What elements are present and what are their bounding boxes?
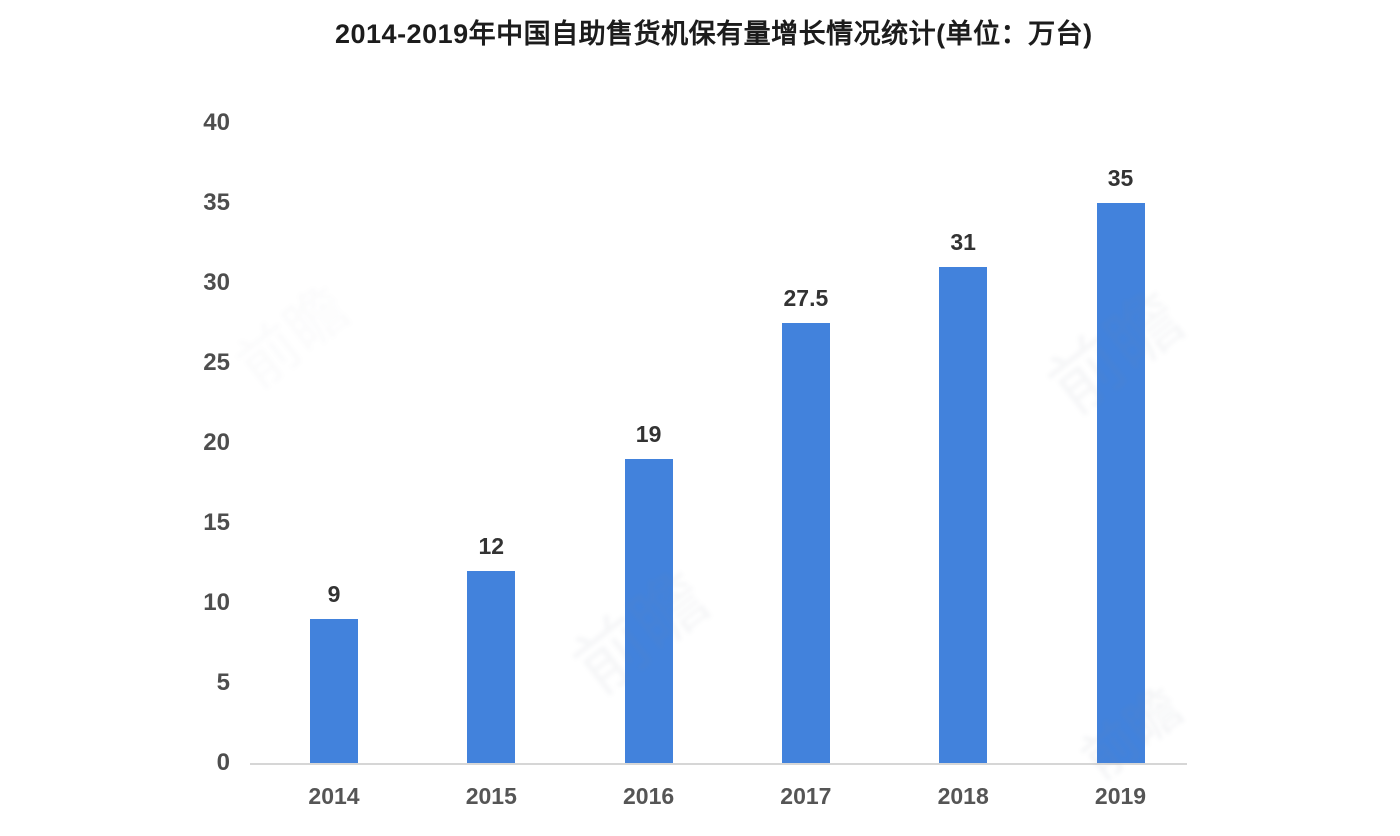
x-axis-label-2015: 2015 (465, 783, 517, 809)
y-tick-label-10: 10 (203, 589, 230, 616)
y-tick-label-40: 40 (203, 109, 230, 136)
x-axis-label-2017: 2017 (780, 783, 832, 809)
y-tick-label-20: 20 (203, 429, 230, 456)
y-tick-label-5: 5 (216, 669, 230, 696)
bar-value-label-2014: 9 (327, 581, 341, 607)
bar-2015 (467, 571, 516, 763)
chart-title: 2014-2019年中国自助售货机保有量增长情况统计(单位：万台) (335, 19, 1093, 49)
bar-2019 (1096, 203, 1145, 763)
x-axis-label-2016: 2016 (623, 783, 675, 809)
y-tick-label-15: 15 (203, 509, 230, 536)
x-axis-label-2019: 2019 (1094, 783, 1147, 809)
bar-value-label-2015: 12 (478, 533, 505, 559)
y-tick-label-25: 25 (203, 349, 230, 376)
bar-2014 (310, 619, 358, 763)
bar-2017 (781, 323, 830, 763)
bar-value-label-2019: 35 (1107, 165, 1134, 191)
bar-value-label-2017: 27.5 (783, 285, 829, 311)
bar-2016 (624, 459, 673, 763)
bar-value-label-2018: 31 (950, 229, 976, 255)
y-tick-label-35: 35 (203, 189, 230, 216)
y-tick-label-0: 0 (216, 749, 230, 776)
x-axis-line (250, 763, 1187, 765)
bar-value-label-2016: 19 (635, 421, 662, 447)
y-tick-label-30: 30 (203, 269, 230, 296)
watermark-text: 前瞻 (216, 262, 364, 404)
bar-2018 (939, 267, 988, 763)
x-axis-label-2018: 2018 (937, 783, 989, 809)
x-axis-label-2014: 2014 (308, 783, 360, 809)
